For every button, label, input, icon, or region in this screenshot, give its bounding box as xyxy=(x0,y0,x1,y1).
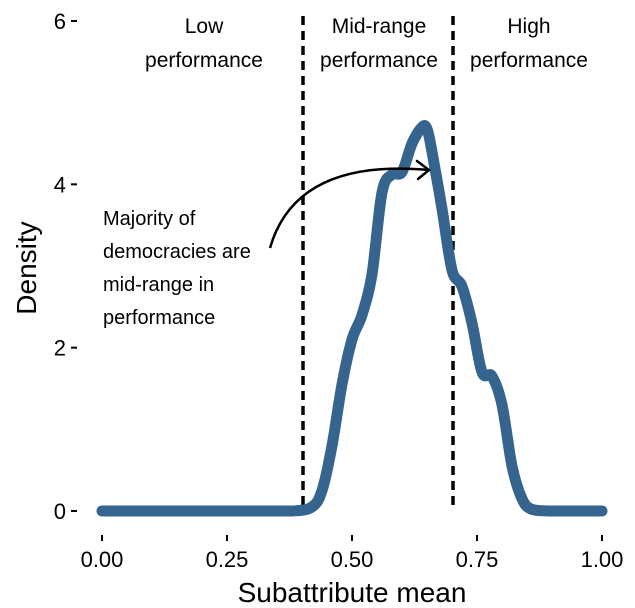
annotation-arrow xyxy=(270,169,429,248)
y-tick-label: 0 xyxy=(54,499,66,524)
annotation-line: mid-range in xyxy=(103,274,214,296)
y-tick-label: 2 xyxy=(54,336,66,361)
x-tick-label: 0.75 xyxy=(456,547,499,572)
y-axis-label: Density xyxy=(11,221,42,314)
x-axis-label: Subattribute mean xyxy=(238,577,467,608)
annotation-line: Majority of xyxy=(103,208,196,230)
region-label-line1: Low xyxy=(185,15,224,38)
region-label-line2: performance xyxy=(145,49,263,72)
y-axis: Density xyxy=(11,221,42,314)
x-ticks: 0.00 0.25 0.50 0.75 1.00 xyxy=(81,535,624,572)
region-label-line2: performance xyxy=(320,49,438,72)
x-tick-label: 0.50 xyxy=(331,547,374,572)
x-tick-label: 0.25 xyxy=(206,547,249,572)
region-label-line2: performance xyxy=(470,49,588,72)
region-label-line1: High xyxy=(507,15,550,38)
y-ticks: 0 2 4 6 xyxy=(54,9,77,524)
annotation-line: democracies are xyxy=(103,241,251,263)
region-label-line1: Mid-range xyxy=(332,15,427,38)
y-tick-label: 4 xyxy=(54,172,66,197)
x-tick-label: 0.00 xyxy=(81,547,124,572)
region-labels: Low performance Mid-range performance High pe… xyxy=(145,15,588,72)
x-tick-label: 1.00 xyxy=(581,547,624,572)
annotation-line: performance xyxy=(103,307,215,329)
y-tick-label: 6 xyxy=(54,9,66,34)
